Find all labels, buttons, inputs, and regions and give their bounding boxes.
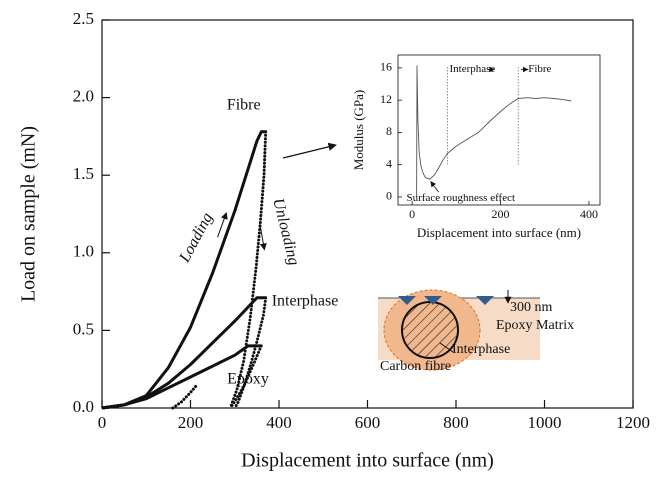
schematic: 300 nm Epoxy Matrix Interphase Carbon fi…: [378, 289, 574, 374]
indenters: [398, 296, 494, 305]
x-tick-label: 200: [178, 413, 204, 432]
x-tick-label: 800: [443, 413, 469, 432]
data-line: [228, 130, 268, 410]
data-line: [101, 130, 266, 410]
y-tick-label: 2.0: [73, 87, 94, 106]
annotation-arrow: [430, 181, 439, 193]
y-tick-label: 0: [386, 189, 392, 203]
data-line: [416, 65, 572, 197]
schematic-label: Interphase: [452, 342, 510, 357]
y-tick-label: 16: [380, 60, 392, 74]
y-tick-label: 2.5: [73, 9, 94, 28]
y-tick-label: 1.5: [73, 164, 94, 183]
schematic-label: Epoxy Matrix: [496, 318, 574, 333]
annotation: Unloading: [269, 197, 302, 268]
x-tick-label: 400: [580, 207, 598, 221]
x-tick-label: 0: [98, 413, 107, 432]
y-tick-label: 1.0: [73, 242, 94, 261]
y-tick-label: 8: [386, 124, 392, 138]
annotation: Loading: [176, 210, 217, 266]
x-tick-label: 1000: [528, 413, 562, 432]
plot-frame: [101, 19, 634, 409]
annotation: Interphase: [450, 63, 496, 75]
x-tick-label: 200: [492, 207, 510, 221]
schematic-label: Carbon fibre: [380, 359, 451, 374]
plot-frame: [397, 54, 601, 206]
y-tick-label: 0.0: [73, 397, 94, 416]
y-tick-label: 12: [380, 92, 392, 106]
y-axis-title: Modulus (GPa): [351, 90, 366, 171]
series-label: Interphase: [272, 292, 339, 309]
data-line: [233, 296, 268, 410]
x-tick-label: 1200: [616, 413, 650, 432]
x-tick-label: 600: [355, 413, 381, 432]
x-axis-title: Displacement into surface (nm): [417, 225, 581, 240]
annotation: Fibre: [528, 63, 551, 75]
y-axis-title: Load on sample (mN): [18, 126, 40, 302]
x-axis-title: Displacement into surface (nm): [241, 450, 494, 472]
data-line: [171, 383, 199, 410]
x-tick-label: 400: [266, 413, 292, 432]
x-tick-label: 0: [409, 207, 415, 221]
inset-arrow: [282, 142, 337, 159]
data-line: [228, 344, 263, 410]
pointer: [439, 342, 454, 353]
annotation: Surface roughness effect: [407, 192, 516, 204]
y-tick-label: 4: [386, 156, 392, 170]
schematic-label: 300 nm: [510, 300, 553, 315]
data-line: [101, 344, 262, 410]
series-label: Fibre: [227, 96, 261, 113]
y-tick-label: 0.5: [73, 319, 94, 338]
loading-arrow: [217, 212, 228, 238]
